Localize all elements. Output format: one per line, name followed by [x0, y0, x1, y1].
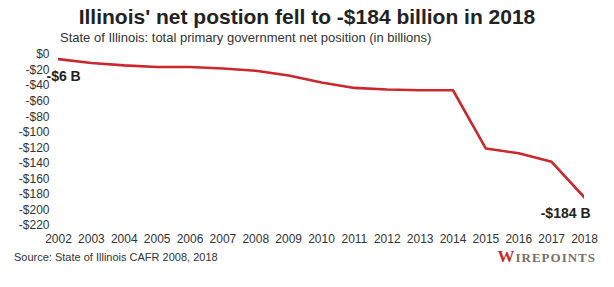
- svg-text:2002: 2002: [45, 232, 72, 246]
- svg-text:-$60: -$60: [25, 94, 49, 108]
- svg-text:-$184 B: -$184 B: [541, 205, 591, 221]
- svg-text:2009: 2009: [275, 232, 302, 246]
- svg-text:2015: 2015: [473, 232, 500, 246]
- html-text:Source: State of Illinois CAFR: Source: State of Illinois CAFR 2008, 201…: [14, 251, 218, 263]
- svg-text:2014: 2014: [440, 232, 467, 246]
- svg-text:2008: 2008: [242, 232, 269, 246]
- svg-text:2004: 2004: [111, 232, 138, 246]
- svg-text:2005: 2005: [144, 232, 171, 246]
- svg-text:2012: 2012: [374, 232, 401, 246]
- svg-text:-$120: -$120: [19, 141, 50, 155]
- svg-text:-$160: -$160: [19, 172, 50, 186]
- svg-text:2016: 2016: [505, 232, 532, 246]
- svg-text:2017: 2017: [538, 232, 565, 246]
- svg-text:$0: $0: [36, 47, 50, 61]
- svg-text:-$140: -$140: [19, 156, 50, 170]
- svg-text:-$80: -$80: [25, 110, 49, 124]
- svg-text:-$100: -$100: [19, 125, 50, 139]
- svg-text:2011: 2011: [341, 232, 367, 246]
- html-text:Illinois' net postion fell to: Illinois' net postion fell to -$184 bill…: [78, 5, 536, 28]
- svg-text:2010: 2010: [308, 232, 335, 246]
- svg-text:2013: 2013: [407, 232, 434, 246]
- svg-text:-$20: -$20: [25, 62, 50, 77]
- svg-text:-$6 B: -$6 B: [47, 68, 81, 84]
- html-text:WIREPOINTS: WIREPOINTS: [497, 247, 596, 266]
- svg-text:-$40: -$40: [25, 78, 50, 93]
- svg-text:2003: 2003: [78, 232, 105, 246]
- svg-text:-$220: -$220: [19, 218, 50, 232]
- svg-text:-$180: -$180: [19, 187, 50, 201]
- svg-text:2018: 2018: [571, 232, 598, 246]
- html-text:State of Illinois: total prima: State of Illinois: total primary governm…: [60, 30, 432, 45]
- svg-text:2007: 2007: [210, 232, 237, 246]
- svg-text:2006: 2006: [177, 232, 204, 246]
- svg-text:-$200: -$200: [19, 203, 50, 217]
